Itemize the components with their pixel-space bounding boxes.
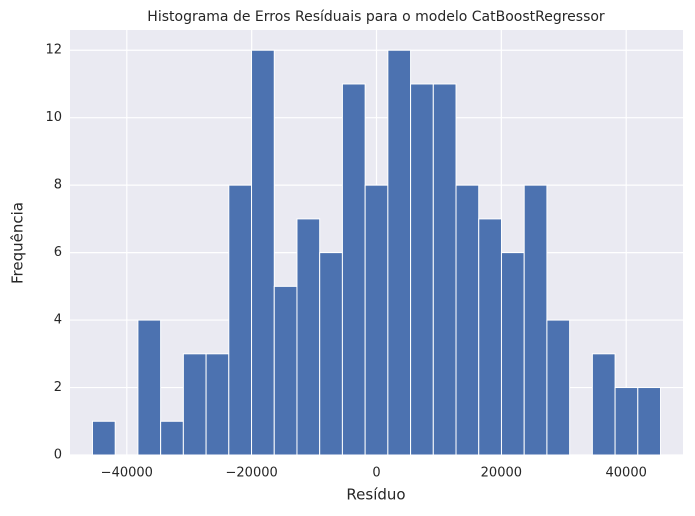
bar [251, 49, 275, 456]
y-tick-label: 12 [45, 43, 62, 58]
bar [591, 353, 616, 456]
bar [296, 218, 321, 456]
bar [273, 285, 298, 456]
chart-title: Histograma de Erros Resíduais para o mod… [147, 9, 605, 25]
x-tick-label: 0 [372, 466, 380, 481]
bar [364, 184, 389, 456]
bar [205, 353, 230, 456]
y-axis-label: Frequência [9, 202, 27, 284]
y-tick-label: 6 [54, 245, 62, 260]
bar [137, 319, 162, 456]
bar [637, 387, 662, 456]
bar [160, 420, 184, 456]
y-tick-label: 2 [54, 380, 62, 395]
x-tick-label: 40000 [606, 466, 647, 481]
y-tick-label: 0 [54, 448, 62, 463]
bar [478, 218, 502, 456]
bar [410, 83, 434, 456]
bars [91, 49, 662, 456]
bar [228, 184, 253, 456]
bar [614, 387, 639, 456]
y-tick-label: 4 [54, 313, 62, 328]
bar [455, 184, 480, 456]
x-tick-label: 20000 [481, 466, 522, 481]
bar [387, 49, 412, 456]
x-tick-label: −40000 [101, 466, 153, 481]
y-tick-label: 10 [45, 110, 62, 125]
y-tick-label: 8 [54, 178, 62, 193]
bar [341, 83, 366, 456]
bar [182, 353, 207, 456]
bar [432, 83, 457, 456]
x-tick-label: −20000 [226, 466, 278, 481]
bar [91, 420, 116, 456]
bar [319, 252, 343, 456]
bar [500, 252, 525, 456]
x-axis-label: Resíduo [346, 486, 405, 504]
bar [546, 319, 571, 456]
bar [523, 184, 548, 456]
